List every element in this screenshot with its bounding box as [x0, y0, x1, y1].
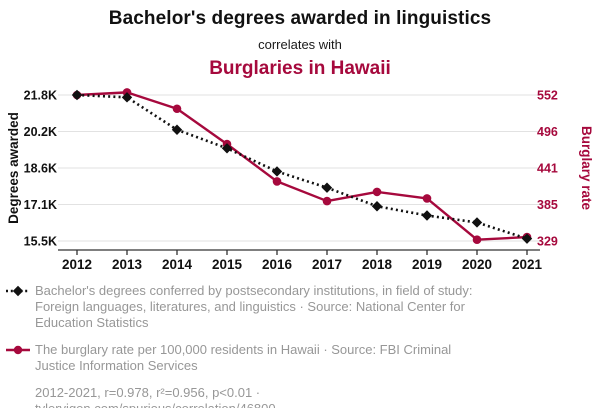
burglary-series-description: The burglary rate per 100,000 residents …	[35, 342, 452, 373]
svg-text:2020: 2020	[462, 257, 492, 272]
degrees-series-footnote: Bachelor's degrees conferred by postseco…	[6, 283, 596, 331]
footnotes: Bachelor's degrees conferred by postseco…	[6, 283, 596, 408]
svg-text:15.5K: 15.5K	[24, 235, 57, 249]
svg-text:18.6K: 18.6K	[24, 162, 57, 176]
svg-text:20.2K: 20.2K	[24, 125, 57, 139]
chart-title: Bachelor's degrees awarded in linguistic…	[108, 8, 492, 29]
left-axis-title: Degrees awarded	[6, 112, 21, 224]
chart-area: 21.8K 552 20.2K 496 18.6K 441 17.1K 385 15.5K 329…	[0, 78, 600, 273]
svg-text:2013: 2013	[112, 257, 143, 272]
burglary-series-footnote: The burglary rate per 100,000 residents …	[6, 342, 596, 374]
stats-footnote: 2012-2021, r=0.978, r²=0.956, p<0.01 · t…	[6, 385, 596, 408]
chart-canvas: 21.8K 552 20.2K 496 18.6K 441 17.1K 385 15.5K 329…	[24, 88, 558, 272]
stats-line: 2012-2021, r=0.978, r²=0.956, p<0.01 · t…	[35, 385, 276, 408]
burglary-series-legend-icon	[6, 345, 30, 355]
degrees-series-description: Bachelor's degrees conferred by postseco…	[35, 283, 473, 330]
svg-text:2016: 2016	[262, 257, 293, 272]
correlates-with-label: correlates with	[258, 37, 342, 52]
svg-text:17.1K: 17.1K	[24, 198, 57, 212]
svg-text:496: 496	[537, 125, 558, 139]
svg-text:552: 552	[537, 89, 558, 103]
svg-text:2012: 2012	[62, 257, 92, 272]
svg-text:329: 329	[537, 235, 558, 249]
svg-text:2017: 2017	[312, 257, 342, 272]
chart-subtitle: Burglaries in Hawaii	[209, 58, 391, 79]
svg-text:2014: 2014	[162, 257, 193, 272]
svg-text:385: 385	[537, 198, 558, 212]
svg-text:2019: 2019	[412, 257, 442, 272]
svg-text:441: 441	[537, 162, 558, 176]
svg-text:21.8K: 21.8K	[24, 89, 57, 103]
svg-text:2015: 2015	[212, 257, 243, 272]
right-axis-title: Burglary rate	[579, 125, 594, 211]
degrees-series-legend-icon	[6, 285, 30, 297]
svg-text:2018: 2018	[362, 257, 393, 272]
svg-text:2021: 2021	[512, 257, 543, 272]
